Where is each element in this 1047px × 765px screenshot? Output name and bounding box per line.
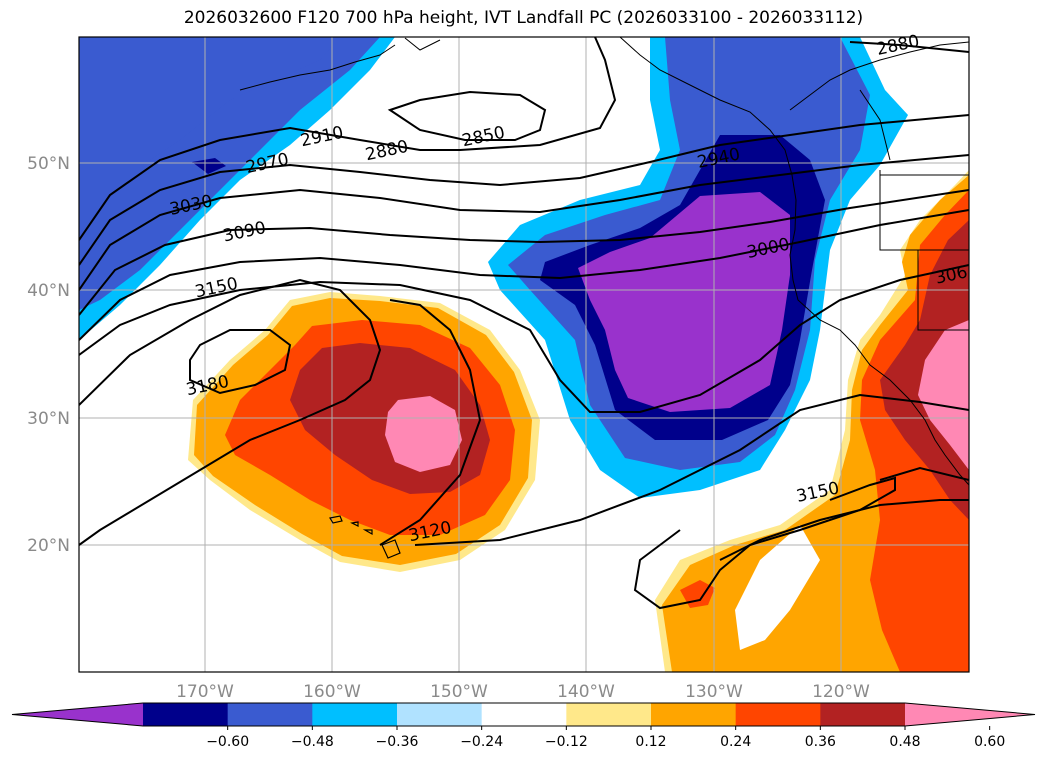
colorbar-tick-label: −0.60 [206,734,249,750]
coastlines [239,37,969,486]
lon-labels: 170°W 160°W 150°W 140°W 130°W 120°W [176,682,870,702]
colorbar-tick-label: 0.60 [974,734,1005,750]
no-anomaly-area [735,525,820,650]
lat-label-30n: 30°N [27,409,70,429]
colorbar-extend-high [905,703,1035,726]
colorbar-segment [143,703,229,726]
colorbar-tick-label: 0.12 [635,734,666,750]
colorbar-segment [227,703,313,726]
colorbar-outline [11,702,1036,727]
neg-anomaly-small [192,158,226,174]
lat-labels: 50°N 40°N 30°N 20°N [27,154,70,556]
pos-anomaly-east-core [918,320,969,470]
colorbar-segment [820,703,906,726]
gridlines [79,37,969,672]
neg-anomaly-northwest [79,37,340,160]
colorbar-tick-label: −0.24 [460,734,503,750]
lat-label-50n: 50°N [27,154,70,174]
lon-label-130w: 130°W [685,682,743,702]
colorbar-tick-label: −0.12 [545,734,588,750]
colorbar: −0.60 −0.48 −0.36 −0.24 −0.12 0.12 0.24 0.36 0.4… [11,702,1036,750]
lon-label-150w: 150°W [430,682,488,702]
lat-label-20n: 20°N [27,536,70,556]
neg-anomaly-east-core [578,192,790,412]
colorbar-segment [397,703,483,726]
lon-label-170w: 170°W [176,682,234,702]
colorbar-tick-label: 0.24 [720,734,751,750]
colorbar-tick-label: 0.48 [889,734,920,750]
lon-label-120w: 120°W [812,682,870,702]
colorbar-tick-label: −0.48 [291,734,334,750]
pos-anomaly-central-core [385,396,462,472]
colorbar-segment [651,703,737,726]
colorbar-segment [566,703,652,726]
hawaii-islands [329,515,401,559]
map-title: 2026032600 F120 700 hPa height, IVT Land… [183,8,864,28]
colorbar-segment [312,703,398,726]
colorbar-tick-label: 0.36 [805,734,836,750]
colorbar-segment [481,703,567,726]
height-contours [79,37,969,610]
lon-label-140w: 140°W [557,682,615,702]
ivt-shading [79,37,969,672]
lon-label-160w: 160°W [303,682,361,702]
map-frame [78,36,970,673]
pos-anomaly-small [680,580,715,608]
colorbar-segment [735,703,821,726]
colorbar-tick-label: −0.36 [376,734,419,750]
colorbar-extend-low [12,703,143,726]
lat-label-40n: 40°N [27,281,70,301]
